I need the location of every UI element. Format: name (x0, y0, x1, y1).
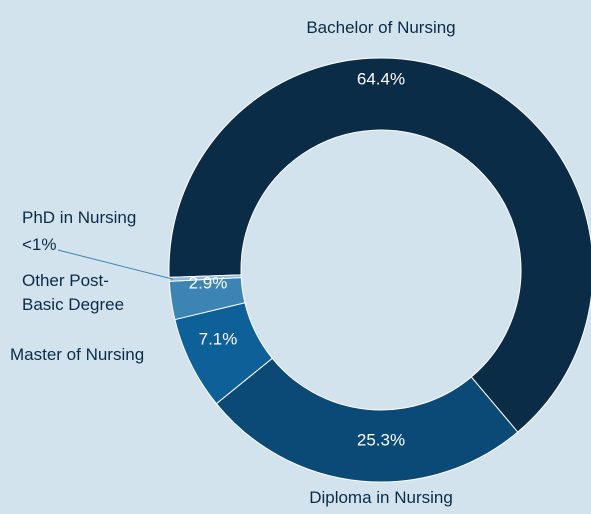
donut-slice (168, 274, 242, 282)
value-label: 2.9% (189, 273, 228, 292)
value-label: 7.1% (199, 329, 238, 348)
value-label: 25.3% (357, 430, 405, 449)
donut-slice (215, 357, 519, 483)
category-label: Diploma in Nursing (309, 488, 453, 507)
category-label: PhD in Nursing (22, 208, 137, 227)
category-label: Bachelor of Nursing (306, 18, 456, 37)
leader-line (57, 249, 174, 280)
value-label: 64.4% (357, 69, 405, 88)
category-label: Other Post-Basic Degree (22, 271, 125, 314)
donut-slice (168, 57, 591, 433)
value-label-outside: <1% (22, 235, 57, 254)
category-label: Master of Nursing (10, 345, 145, 364)
